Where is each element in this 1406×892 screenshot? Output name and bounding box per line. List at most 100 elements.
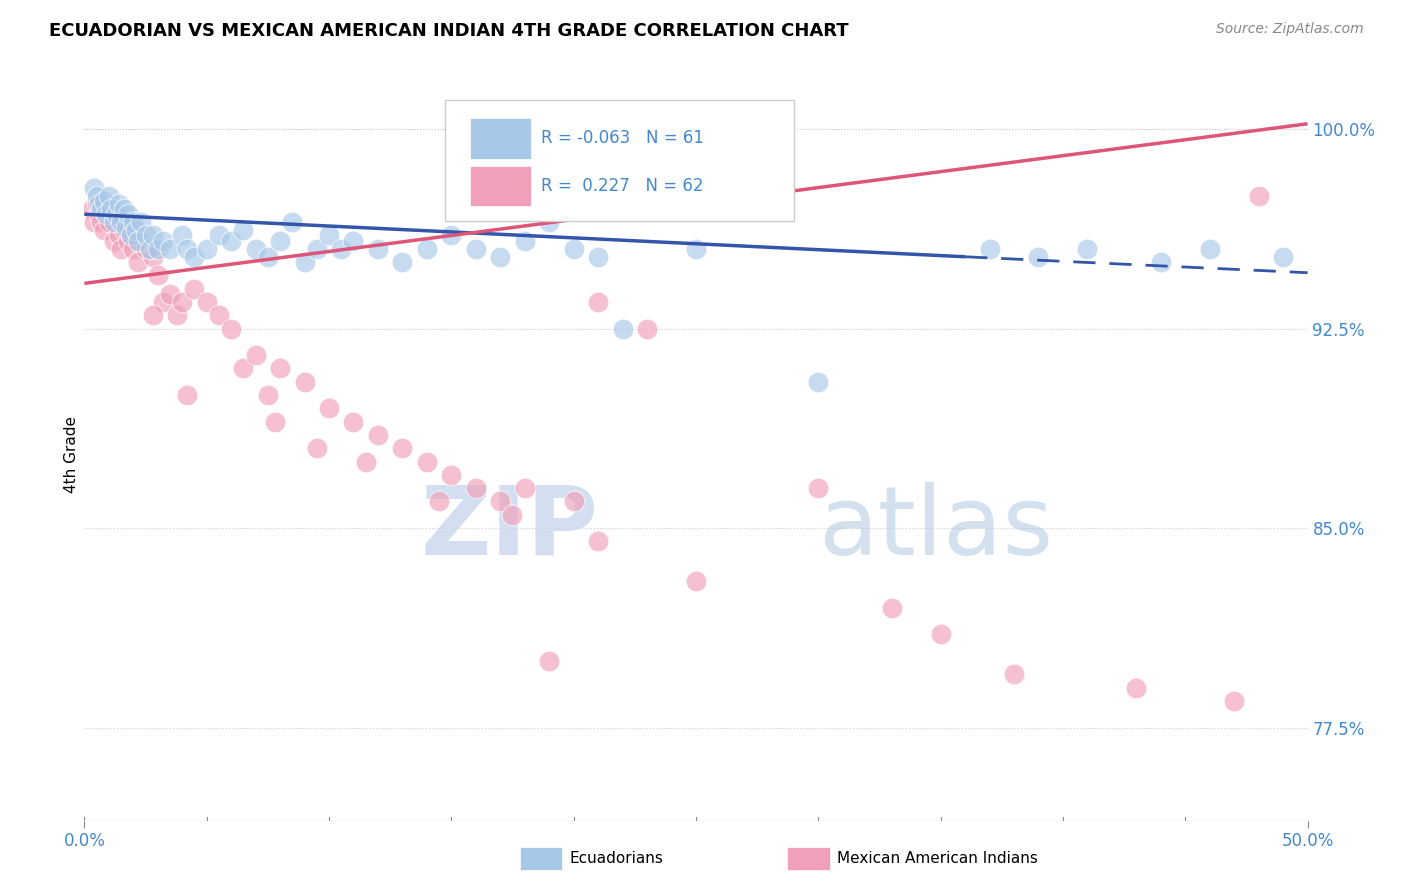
Point [538,215,561,229]
Point [107,228,129,243]
Point [807,375,830,389]
Point [1223,694,1246,708]
Point [354,454,377,468]
Point [127,255,149,269]
Point [294,255,316,269]
Point [87,207,110,221]
Point [612,321,634,335]
FancyBboxPatch shape [446,100,794,221]
Point [172,295,194,310]
Point [257,250,280,264]
Point [122,215,145,229]
Point [135,242,157,256]
Text: atlas: atlas [818,482,1053,574]
Point [107,196,129,211]
Point [440,228,463,243]
Point [685,242,707,256]
Point [97,215,120,229]
Point [281,215,304,229]
Point [489,494,512,508]
Point [93,194,115,208]
Point [115,220,138,235]
Point [294,375,316,389]
Point [257,388,280,402]
Point [152,234,174,248]
Point [97,188,120,202]
Point [90,215,112,229]
Point [83,215,105,229]
Point [117,234,139,248]
Point [80,202,103,216]
Point [367,242,389,256]
FancyBboxPatch shape [470,166,531,206]
Point [586,534,609,549]
Point [391,255,413,269]
Point [391,442,413,456]
Point [562,494,585,508]
Point [96,202,118,216]
Point [159,242,181,256]
Point [127,234,149,248]
Point [86,188,108,202]
Point [87,196,110,211]
Point [129,215,152,229]
Point [135,228,157,243]
Point [139,242,162,256]
Text: Mexican American Indians: Mexican American Indians [837,852,1038,866]
Point [103,234,125,248]
Text: ZIP: ZIP [420,482,598,574]
Point [142,228,165,243]
Point [152,295,174,310]
Point [269,234,291,248]
Point [142,250,165,264]
Point [83,180,105,194]
Point [636,321,658,335]
Point [685,574,707,589]
Point [1076,242,1098,256]
Point [502,508,524,522]
Point [342,415,364,429]
Point [176,242,198,256]
Point [166,308,188,322]
Point [318,401,340,416]
Point [120,228,142,243]
Point [1028,250,1050,264]
Point [219,234,242,248]
Point [538,654,561,668]
Point [195,295,218,310]
Point [146,242,169,256]
Point [464,481,486,495]
Text: Source: ZipAtlas.com: Source: ZipAtlas.com [1216,22,1364,37]
Point [103,215,125,229]
Point [195,242,218,256]
Text: R = -0.063   N = 61: R = -0.063 N = 61 [541,129,703,147]
Y-axis label: 4th Grade: 4th Grade [63,417,79,493]
Point [232,223,254,237]
Point [305,442,328,456]
Point [125,223,148,237]
Point [172,228,194,243]
Point [90,202,112,216]
Point [586,295,609,310]
Point [1272,250,1295,264]
Point [183,250,205,264]
Point [464,242,486,256]
Point [183,282,205,296]
Point [219,321,242,335]
Point [122,242,145,256]
Point [142,308,165,322]
Point [586,250,609,264]
Point [100,207,122,221]
Point [880,600,903,615]
Point [264,415,287,429]
Point [208,228,231,243]
Point [318,228,340,243]
Point [96,207,118,221]
Point [110,215,132,229]
Text: ECUADORIAN VS MEXICAN AMERICAN INDIAN 4TH GRADE CORRELATION CHART: ECUADORIAN VS MEXICAN AMERICAN INDIAN 4T… [49,22,849,40]
Point [146,268,169,283]
Point [117,207,139,221]
FancyBboxPatch shape [470,119,531,159]
Point [93,223,115,237]
Point [100,202,122,216]
